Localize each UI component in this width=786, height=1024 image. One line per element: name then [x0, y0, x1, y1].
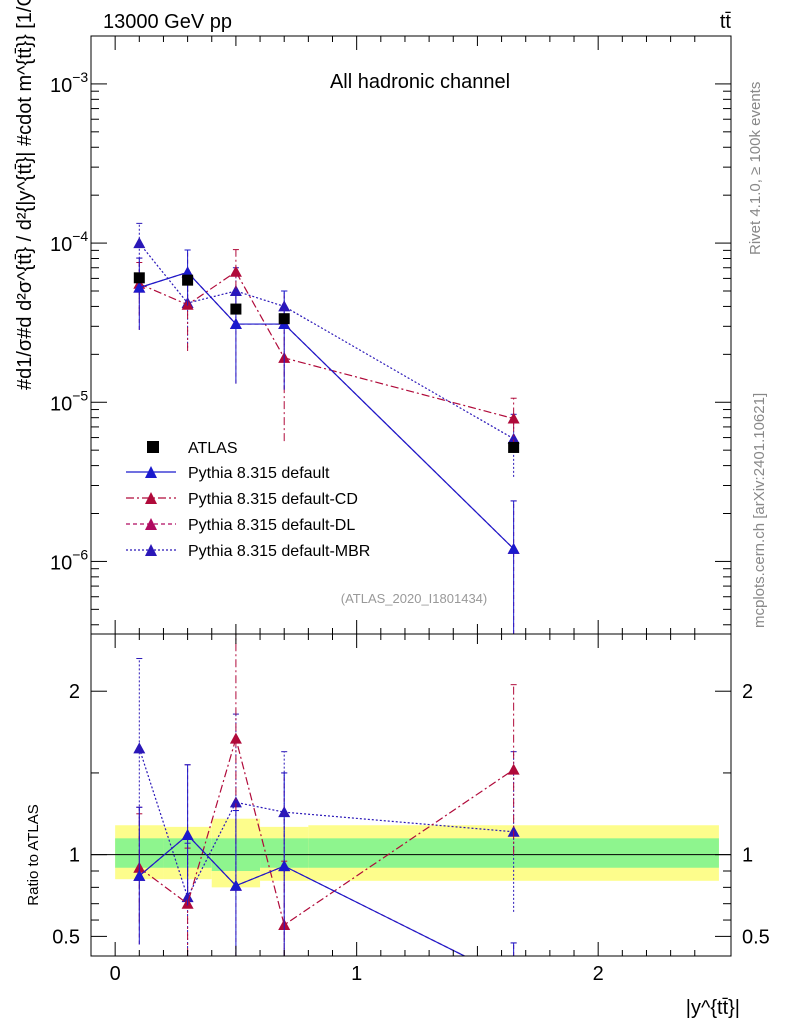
- y-axis-label-ratio: Ratio to ATLAS: [25, 804, 42, 905]
- ratio-line-1: [138, 736, 514, 926]
- main-tick-label: 10−4: [50, 228, 88, 256]
- legend-label-cd: Pythia 8.315 default-CD: [188, 491, 358, 508]
- main-tick-exponent: −6: [72, 546, 88, 562]
- x-axis-label: |y^{tt̄}|: [686, 997, 740, 1019]
- series-marker-3: [133, 237, 146, 249]
- ratio-tick-label-right: 0.5: [742, 926, 770, 948]
- ratio-marker-0: [278, 860, 291, 872]
- axes-layer: 10−3 10−4 10−5 10−6 2 2 1 1 0.5 0.5 0 1 2: [50, 35, 770, 985]
- process-label: tt̄: [720, 11, 732, 33]
- rivet-label: Rivet 4.1.0, ≥ 100k events: [747, 82, 764, 255]
- series-marker-3: [229, 285, 242, 297]
- analysis-ref: (ATLAS_2020_I1801434): [341, 591, 487, 606]
- ratio-marker-1: [507, 763, 520, 775]
- legend: ATLAS Pythia 8.315 default Pythia 8.315 …: [126, 440, 370, 560]
- ratio-tick-label-left: 0.5: [52, 926, 80, 948]
- legend-label-atlas: ATLAS: [188, 440, 238, 457]
- ratio-marker-0: [181, 829, 194, 841]
- x-tick-label: 1: [351, 963, 362, 985]
- data-point-atlas: [230, 303, 242, 315]
- ratio-tick-label-right: 1: [742, 845, 753, 867]
- ratio-marker-0: [229, 879, 242, 891]
- x-tick-label: 2: [593, 963, 604, 985]
- main-panel-frame: [90, 35, 732, 635]
- main-tick-exponent: −5: [72, 387, 88, 403]
- data-point-atlas: [133, 272, 145, 284]
- legend-marker-mbr: [145, 544, 157, 556]
- ratio-panel-frame: [90, 633, 732, 957]
- series-marker-0: [229, 318, 242, 330]
- main-tick-label: 10−3: [50, 69, 88, 97]
- ratio-panel-layer: [133, 634, 520, 956]
- series-marker-1: [229, 265, 242, 277]
- legend-marker-dl: [145, 518, 157, 530]
- series-line-1: [139, 270, 514, 420]
- ratio-marker-1: [229, 732, 242, 744]
- data-point-atlas: [182, 274, 194, 286]
- legend-label-dl: Pythia 8.315 default-DL: [188, 517, 355, 534]
- y-axis-label-main: #d1/σ#d d²σ^{tt̄} / d²{|y^{tt̄}| #cdot m…: [14, 0, 36, 390]
- legend-marker-default: [145, 466, 157, 478]
- series-line-3: [138, 242, 514, 440]
- data-point-atlas: [508, 441, 520, 453]
- legend-label-mbr: Pythia 8.315 default-MBR: [188, 543, 370, 560]
- ratio-marker-0: [133, 869, 146, 881]
- source-label: mcplots.cern.ch [arXiv:2401.10621]: [751, 393, 768, 628]
- ratio-line-3: [138, 748, 514, 899]
- series-marker-3: [507, 432, 520, 444]
- series-marker-1: [507, 412, 520, 424]
- channel-label: All hadronic channel: [330, 71, 510, 93]
- series-marker-0: [507, 542, 520, 554]
- x-tick-label: 0: [110, 963, 121, 985]
- legend-marker-atlas: [147, 441, 159, 453]
- energy-label: 13000 GeV pp: [103, 11, 232, 33]
- main-panel-layer: [133, 222, 520, 634]
- main-tick-label: 10−6: [50, 546, 88, 574]
- main-tick-label: 10−5: [50, 387, 88, 415]
- main-tick-exponent: −4: [72, 228, 88, 244]
- ratio-marker-3: [229, 796, 242, 808]
- ratio-bands: [91, 818, 731, 888]
- data-point-atlas: [278, 313, 290, 325]
- main-tick-exponent: −3: [72, 69, 88, 85]
- legend-marker-cd: [145, 492, 157, 504]
- ratio-marker-3: [133, 742, 146, 754]
- series-marker-0: [133, 281, 146, 293]
- legend-label-default: Pythia 8.315 default: [188, 465, 330, 482]
- ratio-tick-label-right: 2: [742, 681, 753, 703]
- ratio-tick-label-left: 2: [69, 681, 80, 703]
- ratio-tick-label-left: 1: [69, 845, 80, 867]
- series-marker-0: [181, 266, 194, 278]
